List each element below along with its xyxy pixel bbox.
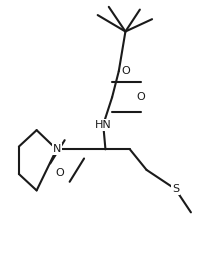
Text: O: O <box>137 92 145 102</box>
Text: HN: HN <box>95 120 112 130</box>
Text: O: O <box>56 168 64 178</box>
Text: S: S <box>172 184 179 194</box>
Text: N: N <box>52 144 61 154</box>
Text: O: O <box>121 66 130 76</box>
